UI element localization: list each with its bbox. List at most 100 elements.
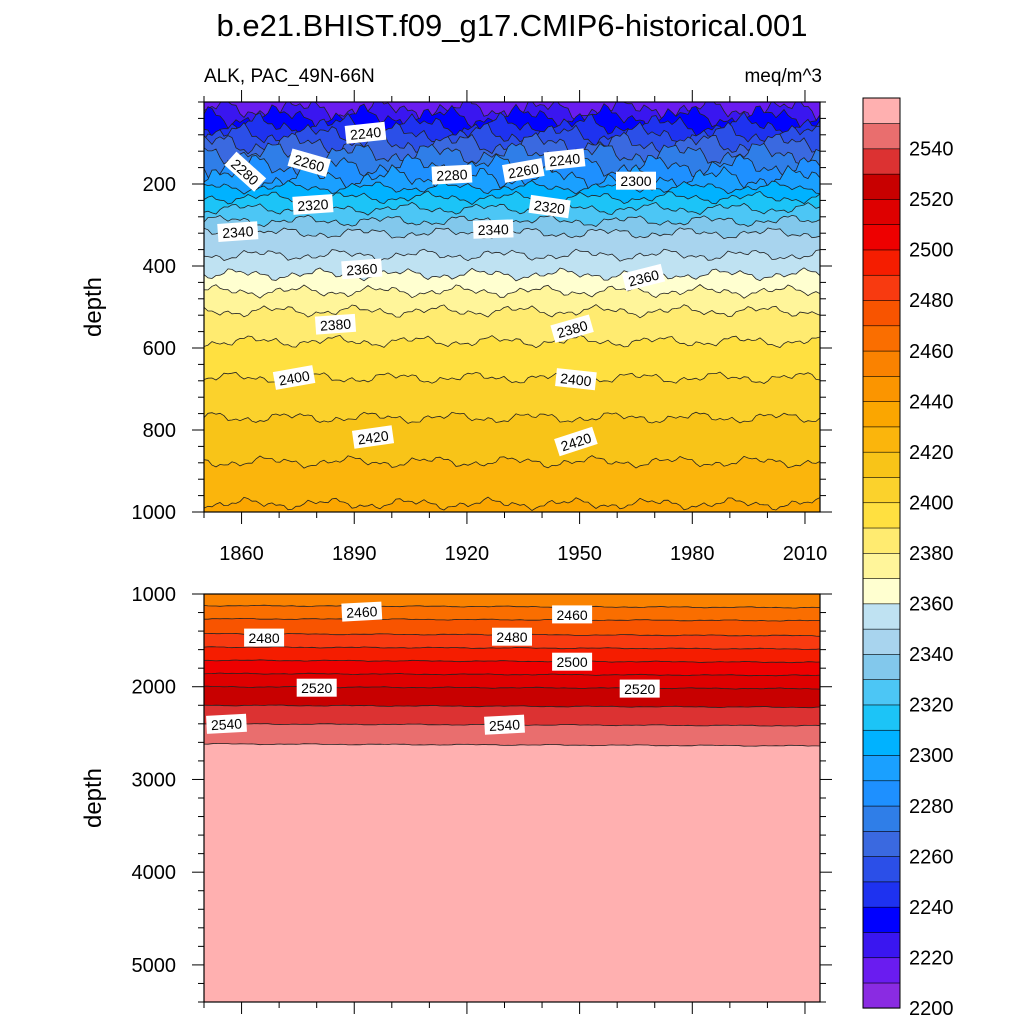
contour-label: 2460	[341, 601, 383, 622]
colorbar-box	[862, 122, 901, 150]
x-tick-label: 1890	[332, 543, 377, 565]
colorbar-box	[862, 173, 901, 200]
colorbar-box	[862, 780, 901, 807]
colorbar-label: 2340	[909, 644, 954, 666]
colorbar-label: 2500	[909, 240, 954, 262]
contour-line	[204, 248, 820, 262]
svg-text:2280: 2280	[436, 166, 468, 184]
variable-label: ALK, PAC_49N-66N	[204, 66, 375, 87]
y-tick-label: 200	[143, 174, 176, 196]
y-tick-label: 600	[143, 338, 176, 360]
colorbar-box	[862, 426, 901, 453]
contour-label: 2340	[217, 221, 259, 242]
x-tick-label: 2010	[783, 543, 828, 565]
colorbar-box	[862, 931, 901, 959]
svg-text:2340: 2340	[477, 221, 509, 238]
svg-text:2320: 2320	[533, 197, 566, 217]
contour-line	[204, 496, 820, 511]
contour-line	[204, 617, 820, 622]
svg-text:2320: 2320	[297, 196, 329, 214]
contour-line	[204, 121, 820, 149]
colorbar-label: 2480	[909, 290, 954, 312]
contour-label: 2540	[484, 714, 525, 735]
colorbar-box	[862, 754, 901, 782]
contour-band	[204, 743, 820, 1002]
contour-label: 2260	[502, 158, 545, 183]
chart-title: b.e21.BHIST.f09_g17.CMIP6-historical.001	[216, 8, 807, 43]
colorbar-box	[862, 957, 901, 984]
x-tick-label: 1860	[219, 543, 264, 565]
y-tick-label: 400	[143, 256, 176, 278]
contour-label: 2480	[492, 627, 532, 646]
contour-line	[204, 411, 820, 424]
svg-text:2340: 2340	[222, 223, 254, 241]
contour-label: 2320	[528, 194, 571, 219]
y-axis-label: depth	[80, 768, 107, 828]
colorbar-box	[862, 375, 901, 402]
colorbar-box	[862, 653, 901, 680]
colorbar-box	[862, 856, 901, 883]
contour-label: 2420	[351, 425, 395, 449]
y-tick-label: 2000	[132, 677, 177, 699]
colorbar-label: 2300	[909, 745, 954, 767]
contour-line	[204, 180, 820, 195]
colorbar-box	[862, 603, 901, 630]
contour-label: 2360	[341, 258, 383, 280]
x-tick-label: 1920	[445, 543, 490, 565]
contour-label: 2520	[296, 678, 337, 697]
svg-text:2460: 2460	[557, 607, 588, 623]
colorbar-label: 2360	[909, 594, 954, 616]
x-tick-label: 1980	[670, 543, 715, 565]
colorbar-box	[862, 350, 901, 377]
colorbar-box	[862, 830, 901, 857]
contour-label: 2300	[616, 171, 656, 190]
colorbar-label: 2220	[909, 947, 954, 969]
svg-text:2540: 2540	[489, 716, 521, 734]
units-label: meq/m^3	[744, 66, 822, 87]
colorbar-box	[862, 805, 901, 832]
contour-label: 2340	[472, 219, 514, 239]
contour-label: 2400	[272, 365, 316, 390]
contour-label: 2240	[344, 121, 387, 144]
svg-text:2540: 2540	[211, 715, 243, 733]
contour-line	[204, 334, 820, 349]
colorbar-box	[862, 97, 901, 124]
colorbar-label: 2280	[909, 796, 954, 818]
contour-line	[204, 604, 820, 609]
contour-band	[204, 455, 820, 512]
svg-text:2360: 2360	[346, 260, 378, 278]
contour-label: 2480	[244, 628, 285, 647]
svg-text:2500: 2500	[557, 654, 588, 670]
colorbar-box	[862, 729, 901, 756]
contour-line	[204, 672, 820, 677]
contour-line	[204, 646, 820, 651]
svg-text:2480: 2480	[496, 629, 527, 645]
colorbar-label: 2200	[909, 998, 954, 1020]
colorbar-label: 2440	[909, 391, 954, 413]
svg-text:2400: 2400	[560, 370, 593, 389]
svg-text:2460: 2460	[346, 603, 378, 621]
colorbar-box	[862, 148, 901, 175]
svg-text:2360: 2360	[627, 266, 661, 289]
contour-line	[204, 659, 820, 664]
colorbar-label: 2400	[909, 492, 954, 514]
y-tick-label: 5000	[132, 955, 177, 977]
colorbar-box	[862, 881, 901, 908]
colorbar-box	[862, 577, 901, 605]
y-axis-label: depth	[80, 277, 107, 337]
colorbar-label: 2420	[909, 442, 954, 464]
colorbar-box	[862, 704, 901, 731]
colorbar-box	[862, 198, 901, 225]
svg-text:2240: 2240	[548, 150, 581, 169]
colorbar-box	[862, 982, 901, 1009]
plot-frame-upper	[203, 101, 821, 513]
colorbar: 2200 2220 2240 2260 2280 2300 2320 2340 2360 2380…	[862, 97, 954, 1020]
colorbar-label: 2260	[909, 846, 954, 868]
contour-line	[204, 742, 820, 747]
svg-text:2420: 2420	[357, 427, 390, 447]
svg-text:2300: 2300	[620, 173, 651, 189]
colorbar-box	[862, 325, 901, 352]
colorbar-box	[862, 451, 901, 478]
